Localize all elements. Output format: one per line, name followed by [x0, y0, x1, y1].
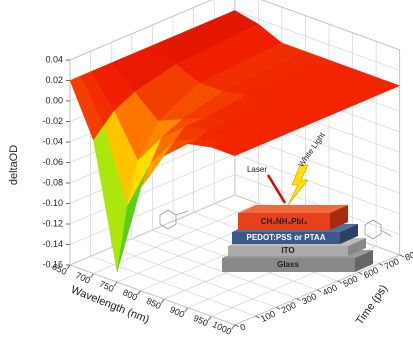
tick-mark	[337, 280, 343, 284]
x-tick-label: 650	[51, 262, 69, 277]
y-axis-label: Time (ps)	[354, 283, 390, 328]
tick-mark	[66, 264, 71, 270]
ito-layer	[228, 246, 348, 256]
tick-mark	[317, 289, 322, 293]
grid-line	[234, 174, 400, 235]
layer-label: PEDOT:PSS or PTAA	[247, 233, 326, 242]
white-light-label: White Light	[297, 130, 328, 169]
surface-cell	[210, 142, 246, 156]
z-tick-label: -0.10	[42, 198, 63, 208]
tick-mark	[207, 315, 212, 321]
tick-mark	[378, 263, 384, 267]
grid-line	[111, 247, 277, 308]
glass-side	[355, 250, 373, 272]
y-tick-label: 100	[259, 309, 277, 324]
tick-mark	[234, 324, 240, 328]
y-tick-label: 300	[300, 291, 318, 306]
tick-mark	[399, 254, 404, 258]
tick-mark	[113, 281, 118, 287]
tick-mark	[160, 298, 165, 304]
y-tick-label: 700	[383, 256, 401, 271]
y-tick-label: 0	[238, 322, 247, 333]
z-tick-label: -0.16	[42, 259, 63, 269]
white-light-bolt	[287, 164, 309, 206]
z-tick-label: -0.12	[42, 218, 63, 228]
z-tick-label: -0.02	[42, 116, 63, 126]
z-tick-label: -0.14	[42, 239, 63, 249]
pedot-layer	[232, 232, 340, 244]
tick-mark	[296, 298, 301, 302]
y-tick-label: 500	[341, 274, 359, 289]
z-axis-label: deltaOD	[8, 145, 20, 185]
layer-label: Glass	[277, 260, 299, 269]
perovskite-layer	[238, 213, 330, 230]
z-tick-label: -0.08	[42, 177, 63, 187]
z-tick-label: -0.04	[42, 136, 63, 146]
grid-line	[261, 0, 400, 51]
y-tick-label: 800	[403, 247, 413, 262]
layer-label: CH₃NH₃PbI₃	[261, 217, 308, 226]
glass-layer	[222, 258, 355, 272]
y-tick-label: 400	[321, 282, 339, 297]
x-tick-label: 1000	[211, 319, 233, 337]
laser-label: Laser	[247, 165, 267, 174]
tick-mark	[137, 290, 142, 295]
tick-mark	[231, 324, 236, 330]
y-tick-label: 200	[280, 300, 298, 315]
ito-side	[348, 238, 366, 256]
z-tick-label: -0.06	[42, 157, 63, 167]
device-inset: Laser White Light CH₃NH₃PbI₃ PEDOT:PSS o…	[159, 130, 392, 272]
grid-line	[234, 10, 400, 71]
pedot-side	[340, 224, 358, 244]
grid-line	[69, 264, 235, 326]
z-tick-label: 0.00	[45, 95, 63, 105]
grid-line	[131, 238, 297, 299]
tick-mark	[90, 273, 94, 278]
laser-beam	[266, 174, 287, 204]
z-tick-label: 0.02	[45, 75, 63, 85]
grid-line	[234, 153, 400, 215]
tick-mark	[358, 271, 363, 275]
surface	[69, 10, 401, 272]
layer-label: ITO	[281, 246, 294, 255]
tick-mark	[184, 307, 189, 313]
tick-mark	[255, 315, 260, 319]
tick-mark	[275, 306, 281, 310]
perovskite-side	[330, 205, 348, 230]
molecule-sketch	[159, 209, 392, 240]
z-tick-label: 0.04	[45, 54, 63, 64]
perovskite-top	[238, 205, 348, 213]
